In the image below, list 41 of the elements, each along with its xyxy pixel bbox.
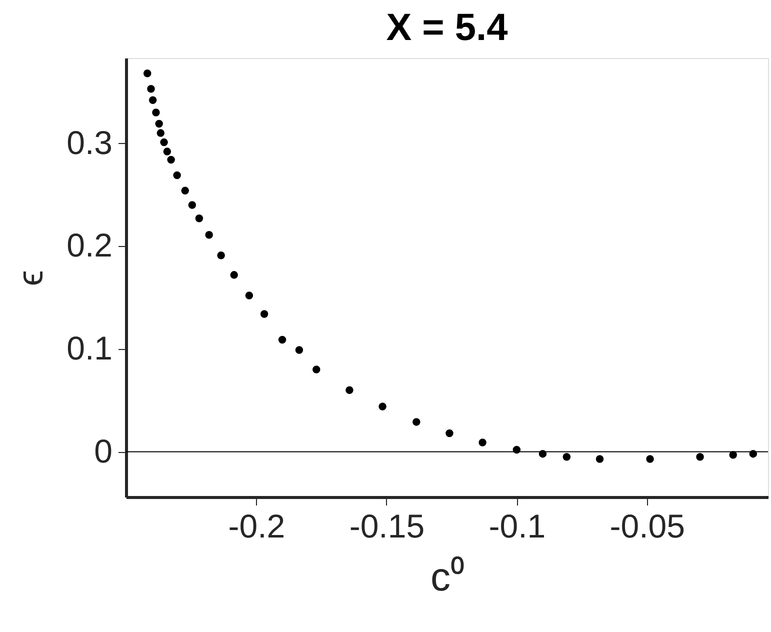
point	[646, 455, 654, 463]
point	[278, 336, 286, 344]
point	[173, 171, 181, 180]
point	[156, 129, 165, 137]
point	[446, 429, 454, 438]
point	[155, 120, 163, 128]
x-axis-title: c⁰	[430, 556, 464, 600]
point	[143, 70, 152, 78]
point	[195, 214, 204, 222]
chart-title: X = 5.4	[386, 7, 508, 49]
point	[346, 386, 354, 394]
point	[205, 230, 213, 239]
point	[378, 402, 386, 410]
y-tick-label: 0.2	[66, 226, 112, 264]
x-tick-label: -0.1	[488, 508, 546, 544]
point	[245, 292, 254, 300]
x-tick-label: -0.15	[349, 508, 425, 544]
point	[412, 418, 420, 426]
point	[478, 438, 486, 446]
y-tick-label: 0	[94, 432, 112, 470]
point	[152, 108, 160, 116]
point	[260, 310, 268, 318]
y-tick-label: 0.3	[66, 124, 112, 161]
point	[160, 138, 168, 146]
point	[167, 156, 175, 164]
point	[147, 84, 155, 93]
point	[230, 271, 238, 279]
point	[312, 366, 320, 374]
point	[696, 453, 704, 461]
y-axis-title: ϵ	[10, 270, 51, 286]
point	[217, 252, 225, 260]
point	[188, 201, 196, 209]
x-tick-label: -0.2	[228, 508, 286, 544]
point	[163, 148, 172, 156]
point	[181, 186, 189, 194]
y-tick-label: 0.1	[66, 329, 112, 366]
x-tick-label: -0.05	[610, 508, 685, 544]
point	[148, 96, 157, 104]
point	[562, 453, 571, 461]
point	[596, 455, 604, 463]
point	[295, 346, 304, 354]
